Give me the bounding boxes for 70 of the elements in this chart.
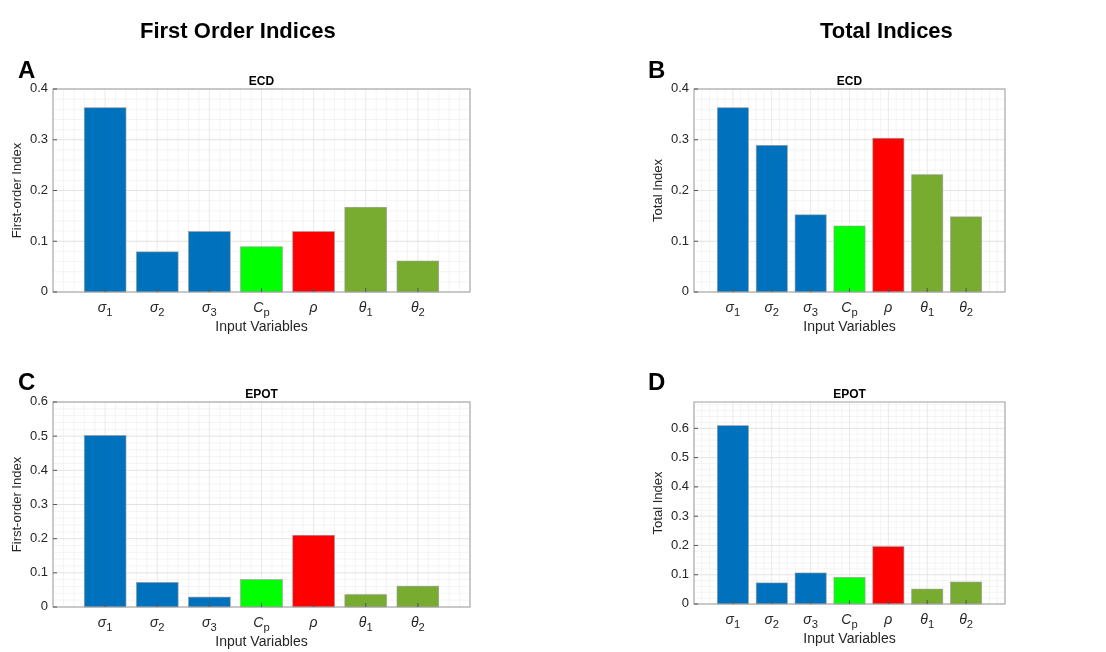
y-tick-label: 0.5	[29, 427, 48, 443]
y-tick-label: 0.3	[29, 495, 48, 511]
y-axis-title: Total Index	[650, 471, 665, 535]
x-tick-label: σ$_{1}$	[97, 299, 113, 318]
x-tick-label: C$_{p}$	[253, 614, 270, 633]
y-tick-label: 0.2	[29, 530, 48, 546]
x-tick-label: C$_{p}$	[841, 611, 858, 630]
text: D	[648, 368, 666, 395]
x-tick-label: θ$_{2}$	[410, 299, 425, 318]
y-tick-label: 0	[681, 595, 689, 611]
y-tick-label: 0.4	[670, 478, 689, 494]
x-tick-label: σ$_{3}$	[803, 611, 818, 630]
y-tick-label: 0.2	[29, 181, 48, 197]
text: First Order Indices	[140, 18, 336, 43]
chart-title: ECD	[248, 74, 275, 88]
x-tick-label: σ$_{2}$	[149, 614, 165, 633]
y-tick-label: 0	[40, 283, 48, 299]
x-tick-label: σ$_{1}$	[97, 614, 113, 633]
x-axis-title: Input Variables	[215, 318, 308, 334]
x-tick-label: σ$_{3}$	[803, 299, 818, 318]
x-tick-label: θ$_{1}$	[358, 614, 373, 633]
chart-title: EPOT	[833, 387, 867, 401]
x-tick-label: C$_{p}$	[841, 299, 858, 318]
x-tick-label: σ$_{3}$	[202, 299, 217, 318]
y-tick-label: 0.3	[670, 131, 689, 147]
x-tick-label: ρ	[308, 299, 318, 315]
y-tick-label: 0	[40, 598, 48, 614]
x-axis-title: Input Variables	[803, 630, 896, 646]
text: C	[18, 368, 36, 395]
y-tick-label: 0.1	[670, 232, 689, 248]
x-tick-label: σ$_{2}$	[764, 299, 780, 318]
x-tick-label: θ$_{2}$	[959, 611, 974, 630]
y-tick-label: 0.1	[29, 564, 48, 580]
y-tick-label: 0.1	[29, 232, 48, 248]
chart-title: ECD	[836, 74, 863, 88]
x-tick-label: C$_{p}$	[253, 299, 270, 318]
x-tick-label: ρ	[883, 299, 893, 315]
x-tick-label: ρ	[308, 614, 318, 630]
x-tick-label: σ$_{2}$	[764, 611, 780, 630]
x-tick-label: θ$_{1}$	[920, 611, 935, 630]
x-tick-label: σ$_{3}$	[202, 614, 217, 633]
y-axis-title: Total Index	[650, 158, 665, 222]
y-tick-label: 0.4	[670, 80, 689, 96]
y-tick-label: 0.2	[670, 181, 689, 197]
x-tick-label: θ$_{2}$	[410, 614, 425, 633]
x-axis-title: Input Variables	[215, 633, 308, 649]
x-tick-label: σ$_{1}$	[725, 299, 741, 318]
x-tick-label: θ$_{1}$	[920, 299, 935, 318]
x-tick-label: θ$_{1}$	[358, 299, 373, 318]
y-axis-title: First-order Index	[9, 456, 24, 553]
text: B	[648, 56, 666, 83]
y-tick-label: 0	[681, 283, 689, 299]
y-tick-label: 0.5	[670, 449, 689, 465]
x-tick-label: σ$_{2}$	[149, 299, 165, 318]
x-tick-label: θ$_{2}$	[959, 299, 974, 318]
text: Total Indices	[820, 18, 953, 43]
y-tick-label: 0.3	[29, 131, 48, 147]
x-tick-label: σ$_{1}$	[725, 611, 741, 630]
chart-title: EPOT	[245, 387, 279, 401]
y-tick-label: 0.6	[670, 419, 689, 435]
y-axis-title: First-order Index	[9, 142, 24, 239]
y-tick-label: 0.6	[29, 393, 48, 409]
y-tick-label: 0.4	[29, 461, 48, 477]
y-tick-label: 0.3	[670, 507, 689, 523]
text: A	[18, 56, 36, 83]
y-tick-label: 0.2	[670, 536, 689, 552]
x-tick-label: ρ	[883, 611, 893, 627]
y-tick-label: 0.4	[29, 80, 48, 96]
x-axis-title: Input Variables	[803, 318, 896, 334]
y-tick-label: 0.1	[670, 566, 689, 582]
